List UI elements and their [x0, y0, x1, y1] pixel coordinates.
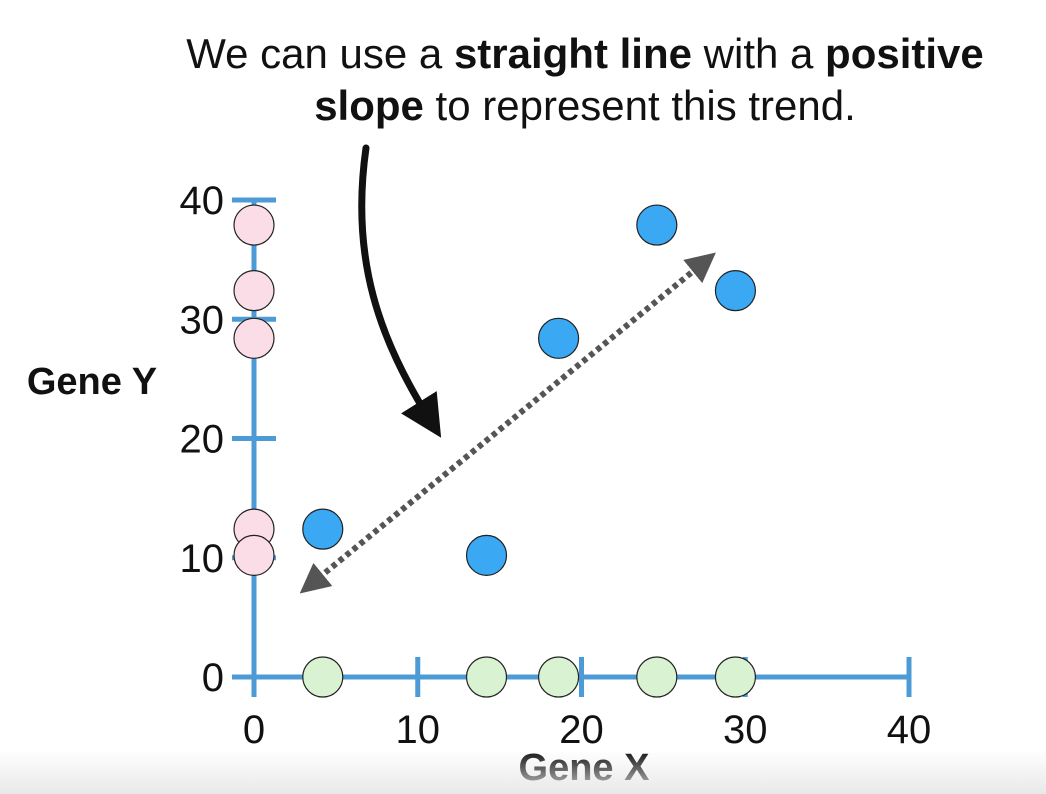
- y-tick-label: 40: [180, 179, 225, 223]
- y-projection-point: [233, 534, 275, 576]
- annotation-part-4: to represent this trend.: [423, 82, 856, 129]
- x-tick-label: 0: [243, 708, 265, 752]
- x-axis-title: Gene X: [519, 747, 651, 789]
- annotation-bold-slope: slope: [314, 82, 424, 129]
- x-projection-point: [636, 656, 678, 698]
- x-projection-points: [302, 656, 757, 698]
- y-axis-title: Gene Y: [27, 361, 157, 403]
- x-projection-point: [714, 656, 757, 698]
- annotation-bold-positive: positive: [825, 30, 984, 77]
- y-tick-label: 30: [180, 298, 225, 342]
- data-point: [636, 204, 678, 246]
- data-point: [537, 317, 580, 359]
- y-tick-label: 10: [180, 537, 225, 581]
- y-projection-point: [233, 317, 275, 359]
- annotation-part-1: We can use a: [186, 30, 454, 77]
- x-projection-point: [302, 656, 344, 698]
- x-tick-label: 10: [396, 708, 441, 752]
- data-points: [302, 204, 757, 576]
- axes: [232, 197, 912, 697]
- tick-labels: 0 10 20 30 40 0 10 20 30 40: [180, 179, 932, 752]
- data-point: [465, 534, 508, 576]
- x-tick-label: 40: [887, 708, 932, 752]
- data-point: [302, 508, 344, 550]
- y-projection-point: [233, 204, 275, 246]
- x-projection-point: [465, 656, 508, 698]
- annotation-bold-straight-line: straight line: [453, 30, 692, 77]
- pointer-arrow: [358, 144, 442, 438]
- x-tick-label: 20: [559, 708, 604, 752]
- y-tick-label: 20: [180, 418, 225, 462]
- annotation-part-2: with a: [691, 30, 826, 77]
- y-tick-label: 0: [202, 656, 224, 700]
- annotation-text: We can use a straight line with a positi…: [130, 28, 1040, 132]
- y-projection-point: [233, 270, 275, 312]
- data-point: [714, 270, 757, 312]
- trend-arrow: [299, 252, 716, 594]
- y-projection-points: [233, 204, 275, 576]
- x-projection-point: [537, 656, 580, 698]
- x-tick-label: 30: [723, 708, 768, 752]
- trend-line-group: [299, 252, 716, 594]
